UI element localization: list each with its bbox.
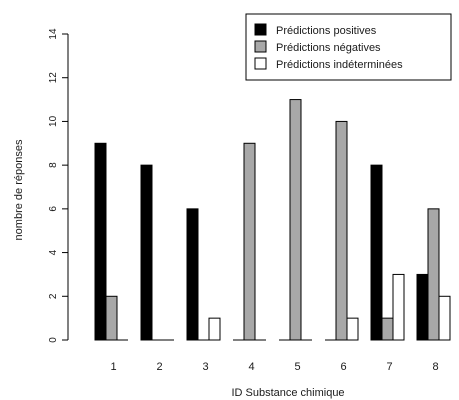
y-tick-label: 10 bbox=[48, 115, 59, 127]
bar bbox=[335, 120, 348, 341]
y-tick-label: 12 bbox=[48, 72, 59, 84]
bar bbox=[427, 208, 440, 341]
x-tick-label: 6 bbox=[340, 361, 346, 373]
y-tick-label: 2 bbox=[48, 293, 59, 299]
bar bbox=[381, 317, 394, 341]
y-tick-label: 8 bbox=[48, 162, 59, 168]
bar bbox=[94, 142, 107, 341]
bar bbox=[416, 273, 429, 341]
x-tick-label: 1 bbox=[110, 361, 116, 373]
legend-swatch bbox=[254, 23, 267, 36]
bar bbox=[392, 273, 405, 341]
x-tick-label: 2 bbox=[156, 361, 162, 373]
legend-swatch bbox=[254, 40, 267, 53]
y-axis-ticks: 0 2 4 6 8 10 12 14 bbox=[48, 28, 68, 343]
legend: Prédictions positives Prédictions négativ… bbox=[245, 13, 452, 81]
x-tick-label: 4 bbox=[248, 361, 254, 373]
bar bbox=[140, 164, 153, 341]
y-tick-label: 6 bbox=[48, 206, 59, 212]
y-tick-label: 0 bbox=[48, 337, 59, 343]
x-axis-ticks: 123456789 bbox=[110, 361, 438, 373]
x-axis-label: ID Substance chimique bbox=[231, 387, 344, 399]
bar bbox=[346, 317, 359, 341]
y-axis-label: nombre de réponses bbox=[13, 139, 25, 240]
legend-label: Prédictions indéterminées bbox=[276, 59, 403, 71]
legend-box bbox=[245, 13, 452, 81]
legend-swatch bbox=[254, 57, 267, 70]
x-tick-label: 5 bbox=[294, 361, 300, 373]
bar bbox=[243, 142, 256, 341]
legend-label: Prédictions positives bbox=[276, 25, 377, 37]
legend-label: Prédictions négatives bbox=[276, 42, 381, 54]
bar bbox=[208, 317, 221, 341]
x-tick-label: 7 bbox=[386, 361, 392, 373]
x-tick-label: 8 bbox=[432, 361, 438, 373]
y-tick-label: 4 bbox=[48, 249, 59, 255]
bar bbox=[289, 99, 302, 341]
bar bbox=[438, 295, 451, 341]
bar bbox=[105, 295, 118, 341]
bar bbox=[370, 164, 383, 341]
bar bbox=[186, 208, 199, 341]
bars-layer bbox=[94, 99, 451, 341]
x-tick-label: 3 bbox=[202, 361, 208, 373]
y-tick-label: 14 bbox=[48, 28, 59, 40]
